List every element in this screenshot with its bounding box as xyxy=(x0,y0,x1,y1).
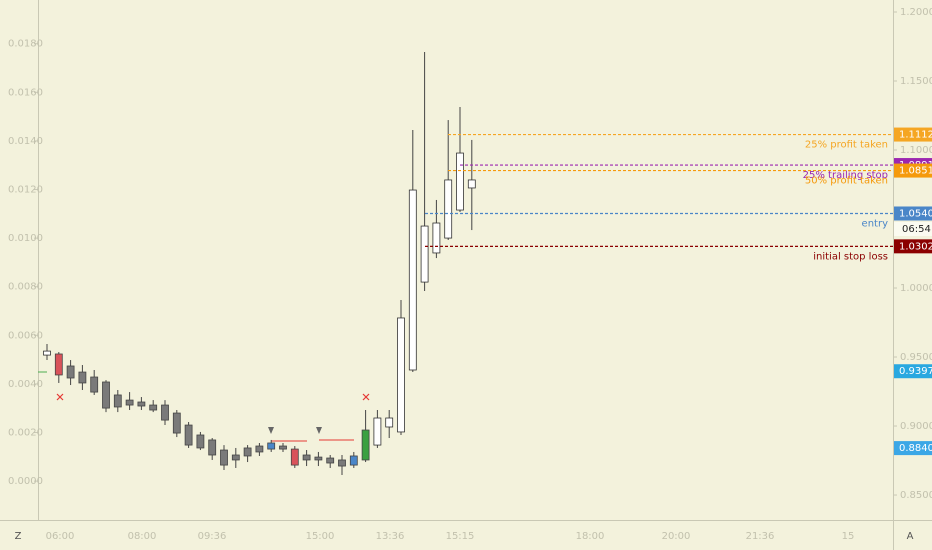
price-tag-label: 0.9397 xyxy=(899,366,932,377)
candle-body xyxy=(373,417,382,446)
price-box-label: 1.0302 xyxy=(899,241,932,252)
y2-tick-label: 0.0060 xyxy=(8,330,43,341)
candle-body xyxy=(113,394,122,408)
y-tick-label: 1.0000 xyxy=(900,283,932,294)
y-tick-label: 1.1000 xyxy=(900,145,932,156)
candle-body xyxy=(444,179,453,239)
time-label: 15:00 xyxy=(306,531,335,542)
candle-body xyxy=(184,424,193,446)
candle-body xyxy=(149,404,158,411)
candle-body xyxy=(125,399,134,406)
time-label: 15:15 xyxy=(446,531,475,542)
price-box xyxy=(894,239,932,254)
candle-body xyxy=(361,429,370,461)
candle-body xyxy=(78,371,87,384)
candle-body xyxy=(102,381,110,409)
corner-label[interactable]: A xyxy=(907,531,914,542)
candle-body xyxy=(397,317,405,433)
time-label: 21:36 xyxy=(746,531,775,542)
price-box-label: 1.0540 xyxy=(899,208,932,219)
price-line-label: 25% profit taken xyxy=(805,140,888,151)
time-label: 20:00 xyxy=(662,531,691,542)
price-tag xyxy=(894,364,932,379)
cross-markers xyxy=(56,393,370,401)
candle-body xyxy=(290,448,299,466)
price-box-label: 1.1112 xyxy=(899,130,932,141)
price-box xyxy=(894,206,932,221)
candle-body xyxy=(432,222,441,254)
countdown-box xyxy=(894,222,932,236)
price-tag-label: 0.8840 xyxy=(899,443,932,454)
candle-body xyxy=(338,459,346,467)
price-line-label: initial stop loss xyxy=(813,251,888,262)
candle-body xyxy=(349,455,358,466)
candle-body xyxy=(243,447,252,457)
candle-body xyxy=(279,445,287,450)
candle-body xyxy=(456,152,464,211)
y-tick-label: 1.1500 xyxy=(900,76,932,87)
candle-body xyxy=(408,189,417,371)
y2-tick-label: 0.0080 xyxy=(8,282,43,293)
y2-tick-label: 0.0040 xyxy=(8,379,43,390)
candle-body xyxy=(196,434,205,449)
candle-body xyxy=(385,417,394,428)
price-line-label: 50% profit taken xyxy=(805,176,888,187)
candle-body xyxy=(54,353,63,376)
y-tick-label: 0.9000 xyxy=(900,421,932,432)
time-label: 15 xyxy=(842,531,855,542)
candle-body xyxy=(420,225,429,283)
candle-body xyxy=(467,179,476,189)
candle-body xyxy=(172,412,181,434)
price-box-label: 1.0851 xyxy=(899,166,932,177)
corner-label[interactable]: Z xyxy=(15,531,22,542)
candle-body xyxy=(161,404,169,421)
candle-body xyxy=(220,449,228,466)
time-label: 13:36 xyxy=(376,531,405,542)
triangle-marker xyxy=(268,427,274,434)
candle-body xyxy=(43,350,51,356)
candle-body xyxy=(66,365,75,379)
time-label: 08:00 xyxy=(128,531,157,542)
y-tick-label: 1.2000 xyxy=(900,7,932,18)
candle-body xyxy=(231,454,240,461)
triangle-marker xyxy=(316,427,322,434)
y2-tick-label: 0.0100 xyxy=(8,233,43,244)
price-box xyxy=(894,163,932,178)
candle-body xyxy=(302,454,311,461)
price-box xyxy=(894,127,932,142)
y2-tick-label: 0.0020 xyxy=(8,428,43,439)
price-line-label: 25% trailing stop xyxy=(803,170,888,181)
time-label: 09:36 xyxy=(198,531,227,542)
y2-tick-label: 0.0140 xyxy=(8,136,43,147)
time-label: 18:00 xyxy=(576,531,605,542)
y2-tick-label: 0.0180 xyxy=(8,39,43,50)
y-tick-label: 0.9500 xyxy=(900,352,932,363)
candle-body xyxy=(267,442,276,450)
candle-body xyxy=(326,457,335,464)
countdown: 06:54 xyxy=(902,224,931,235)
time-label: 06:00 xyxy=(46,531,75,542)
y2-tick-label: 0.0120 xyxy=(8,185,43,196)
price-tag xyxy=(894,441,932,456)
candle-body xyxy=(137,401,146,407)
candle-body xyxy=(255,445,264,453)
candle-body xyxy=(314,456,323,461)
price-line-label: entry xyxy=(862,218,889,229)
y2-tick-label: 0.0000 xyxy=(8,476,43,487)
y2-tick-label: 0.0160 xyxy=(8,87,43,98)
y-tick-label: 0.8500 xyxy=(900,490,932,501)
candle-body xyxy=(90,376,99,393)
candle-body xyxy=(208,439,217,456)
